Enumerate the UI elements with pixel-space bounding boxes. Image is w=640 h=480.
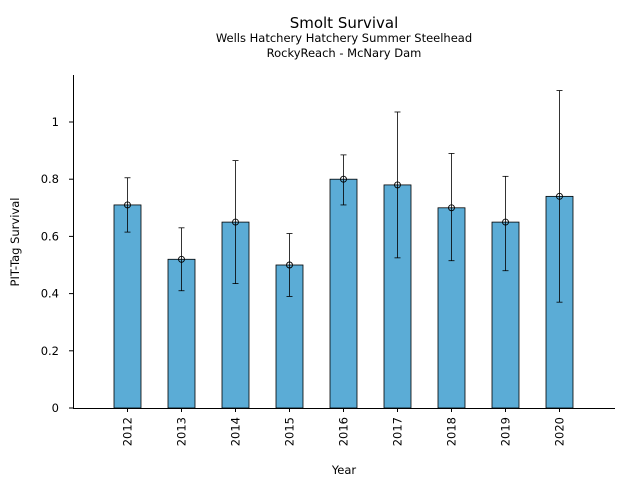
x-tick-label: 2014 <box>229 417 243 446</box>
point-marker <box>178 255 185 263</box>
y-axis-label: PIT-Tag Survival <box>8 198 22 287</box>
y-tick-label: 0.8 <box>41 172 59 186</box>
x-tick-label: 2019 <box>499 417 513 446</box>
y-tick-label: 0 <box>52 401 59 415</box>
point-marker <box>232 218 239 226</box>
x-tick-label: 2018 <box>445 417 459 446</box>
point-marker <box>502 218 509 226</box>
x-tick-label: 2016 <box>337 417 351 446</box>
point-marker <box>448 204 455 212</box>
y-tick-label: 0.6 <box>41 229 59 243</box>
x-tick-label: 2012 <box>121 417 135 446</box>
y-axis-ticks: 0 0.2 0.4 0.6 0.8 1 <box>41 115 73 415</box>
y-tick-label: 0.4 <box>41 287 59 301</box>
bar <box>329 178 358 409</box>
x-tick-label: 2017 <box>391 417 405 446</box>
point-marker <box>286 261 293 269</box>
y-tick-label: 1 <box>52 115 59 129</box>
x-tick-label: 2020 <box>553 417 567 446</box>
bar <box>221 221 250 409</box>
x-axis-ticks: 2012 2013 2014 2015 2016 2017 2018 2019 2020 <box>121 408 567 446</box>
chart-title: Smolt Survival <box>290 14 399 32</box>
x-tick-label: 2013 <box>175 417 189 446</box>
chart-subtitle-line-1: Wells Hatchery Hatchery Summer Steelhead <box>216 31 472 45</box>
point-marker <box>556 192 563 200</box>
plot-area <box>113 90 574 409</box>
x-axis-label: Year <box>331 463 357 477</box>
point-marker <box>340 175 347 183</box>
point-marker <box>124 201 131 209</box>
y-tick-label: 0.2 <box>41 344 59 358</box>
x-tick-label: 2015 <box>283 417 297 446</box>
chart-subtitle-line-2: RockyReach - McNary Dam <box>267 46 422 60</box>
point-marker <box>394 181 401 189</box>
bar <box>113 204 142 409</box>
